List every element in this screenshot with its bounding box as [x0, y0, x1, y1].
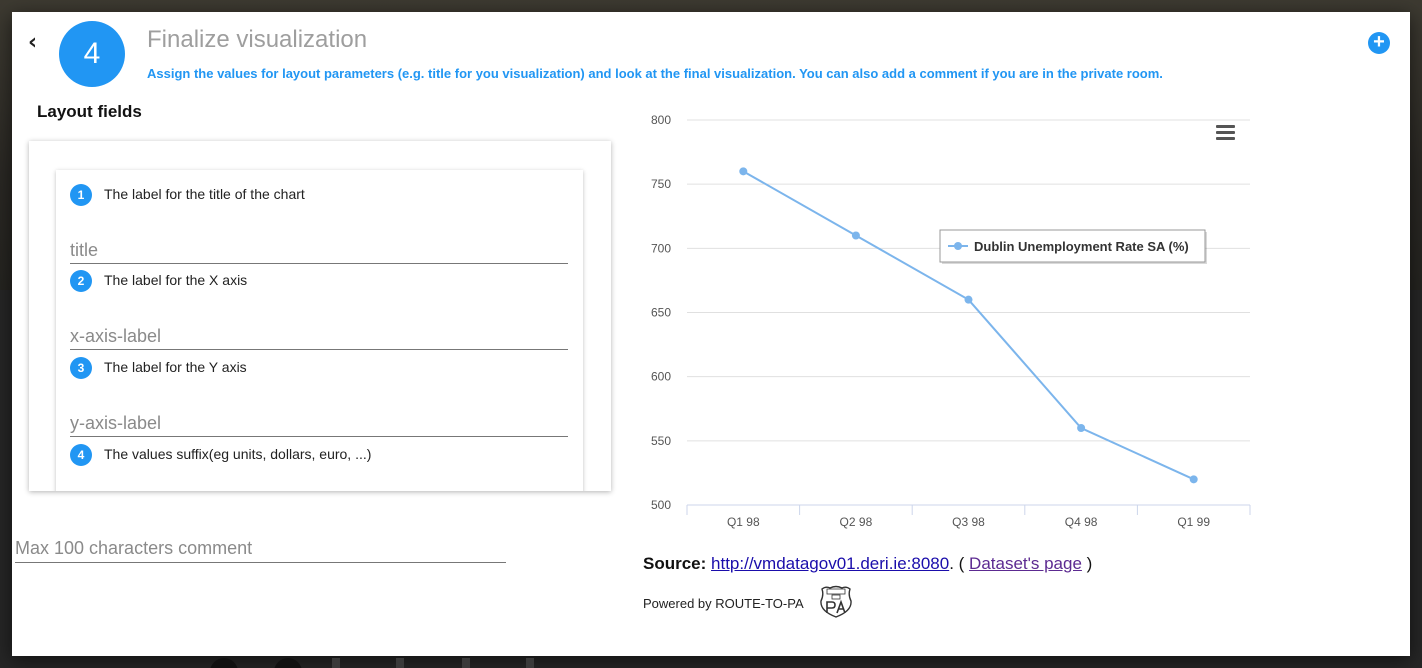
data-point: [1077, 424, 1086, 432]
field-number-badge: 4: [70, 444, 92, 466]
field-label: The label for the X axis: [104, 272, 248, 288]
back-button[interactable]: ‹: [28, 32, 48, 54]
powered-by-text: Powered by ROUTE-TO-PA: [643, 596, 804, 611]
data-point: [964, 295, 973, 304]
field-label: The label for the Y axis: [104, 359, 247, 375]
source-line: Source: http://vmdatagov01.deri.ie:8080.…: [643, 554, 1092, 574]
title-input[interactable]: [70, 238, 568, 264]
field-label: The values suffix(eg units, dollars, eur…: [104, 446, 372, 462]
source-label: Source:: [643, 554, 707, 573]
field-number-badge: 3: [70, 357, 92, 379]
dataset-page-link[interactable]: Dataset's page: [969, 554, 1082, 573]
data-point: [1189, 475, 1198, 484]
route-to-pa-logo: [820, 585, 852, 618]
x-tick-label: Q4 98: [1065, 515, 1098, 529]
y-axis-label-input[interactable]: [70, 411, 568, 437]
y-tick-label: 800: [651, 113, 671, 127]
x-tick-label: Q3 98: [952, 515, 985, 529]
taskbar-dock: [210, 658, 534, 668]
add-button[interactable]: +: [1368, 32, 1390, 54]
step-title: Finalize visualization: [147, 26, 368, 53]
y-tick-label: 750: [651, 177, 671, 191]
x-tick-label: Q2 98: [840, 515, 873, 529]
source-closing: ): [1086, 554, 1093, 573]
step-number-badge: 4: [59, 21, 125, 87]
layout-fields-heading: Layout fields: [37, 102, 142, 121]
y-tick-label: 600: [651, 370, 671, 384]
source-url-link[interactable]: http://vmdatagov01.deri.ie:8080: [711, 554, 950, 573]
x-axis-label-input[interactable]: [70, 324, 568, 350]
data-point: [739, 167, 748, 176]
y-tick-label: 650: [651, 306, 671, 320]
x-tick-label: Q1 99: [1177, 515, 1210, 529]
layout-fields-card: 1 The label for the title of the chart 2…: [29, 141, 611, 491]
x-tick-label: Q1 98: [727, 515, 760, 529]
y-tick-label: 550: [651, 434, 671, 448]
field-number-badge: 1: [70, 184, 92, 206]
legend-box: [939, 229, 1206, 263]
comment-input[interactable]: [15, 535, 506, 563]
line-chart: 500 550 600 650 700 750 800 Q1 98 Q2 98 Q3 98 Q4 9…: [622, 94, 1252, 534]
plus-circle-icon: +: [1373, 31, 1385, 53]
source-separator: . (: [949, 554, 965, 573]
field-label: The label for the title of the chart: [104, 186, 305, 202]
hamburger-menu-icon[interactable]: [1212, 121, 1239, 144]
layout-fields-list: 1 The label for the title of the chart 2…: [56, 170, 583, 491]
chevron-left-icon: ‹: [28, 30, 38, 55]
legend-label: Dublin Unemployment Rate SA (%): [974, 239, 1189, 254]
series-line: [742, 170, 1195, 481]
field-number-badge: 2: [70, 270, 92, 292]
data-point: [851, 231, 860, 240]
y-tick-label: 500: [651, 498, 671, 512]
chart-svg: 500 550 600 650 700 750 800 Q1 98 Q2 98 Q3 98 Q4 9…: [651, 113, 1251, 529]
finalize-visualization-dialog: ‹ 4 Finalize visualization Assign the va…: [12, 12, 1410, 656]
y-tick-label: 700: [651, 241, 671, 255]
legend-marker: [954, 242, 962, 250]
step-description: Assign the values for layout parameters …: [147, 66, 1163, 81]
